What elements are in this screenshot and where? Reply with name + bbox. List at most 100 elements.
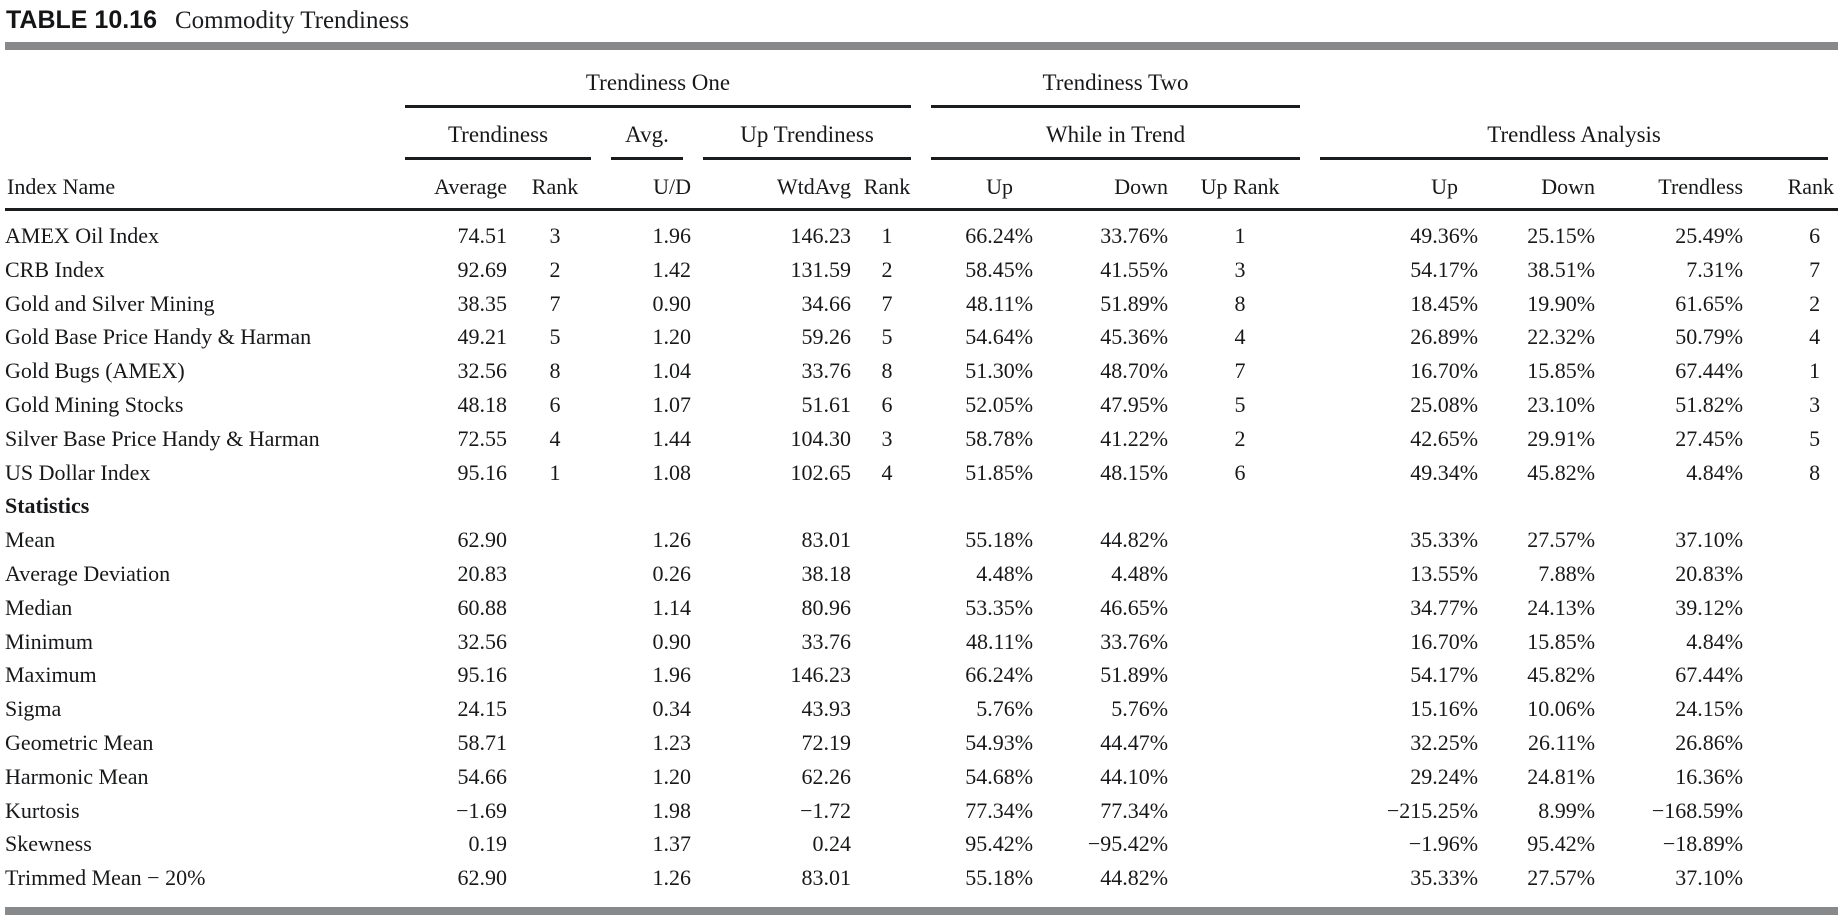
cell: 38.35	[457, 290, 508, 316]
cell: 62.90	[457, 527, 508, 553]
cell: 7.88%	[1538, 560, 1596, 586]
cell: 8	[1809, 459, 1821, 485]
cell: 77.34%	[1100, 797, 1169, 823]
cell: −215.25%	[1386, 797, 1479, 823]
cell: 67.44%	[1675, 358, 1744, 384]
column-index-name: Index Name	[5, 160, 395, 211]
table-row: Gold Mining Stocks 48.18 6 1.07 51.61 6 52.05%…	[5, 388, 1838, 422]
cell: 20.83	[457, 560, 508, 586]
cell: 29.24%	[1410, 763, 1479, 789]
cell: 1.96	[652, 223, 692, 248]
cell: 45.36%	[1100, 324, 1169, 350]
table-row: Average Deviation 20.83 0.26 38.18 4.48% 4.48…	[5, 557, 1838, 591]
cell	[509, 794, 601, 828]
subgroup-trendless-analysis: Trendless Analysis	[1310, 108, 1838, 160]
cell: 38.18	[801, 560, 852, 586]
cell: 51.82%	[1675, 391, 1744, 417]
cell: 1	[1234, 223, 1246, 248]
cell	[509, 861, 601, 895]
cell	[1170, 692, 1310, 726]
cell: 44.82%	[1100, 527, 1169, 553]
cell: 26.86%	[1675, 729, 1744, 755]
cell: 1	[549, 459, 561, 485]
cell: 51.85%	[965, 459, 1034, 485]
cell: 27.57%	[1527, 527, 1596, 553]
table-row: Mean 62.90 1.26 83.01 55.18% 44.82% 35.33% 27.5…	[5, 523, 1838, 557]
section-label: Statistics	[5, 493, 90, 519]
cell: 5.76%	[976, 696, 1034, 722]
cell	[1170, 760, 1310, 794]
cell: 3	[549, 223, 561, 248]
cell: 41.22%	[1100, 425, 1169, 451]
cell: 59.26	[801, 324, 852, 350]
cell: −1.69	[456, 797, 507, 823]
cell: 41.55%	[1100, 256, 1169, 282]
cell: 5	[1234, 391, 1246, 417]
cell: 51.61	[801, 391, 852, 417]
cell	[1170, 557, 1310, 591]
cell: 2	[1234, 425, 1246, 451]
table-row: Gold Bugs (AMEX) 32.56 8 1.04 33.76 8 51.30% 48…	[5, 354, 1838, 388]
row-label: Geometric Mean	[5, 729, 154, 755]
cell: 4.84%	[1686, 459, 1744, 485]
cell: 146.23	[790, 223, 852, 248]
cell	[1745, 794, 1838, 828]
cell: 16.70%	[1410, 628, 1479, 654]
cell	[1745, 591, 1838, 625]
cell	[1745, 861, 1838, 895]
cell	[509, 523, 601, 557]
cell: 51.30%	[965, 358, 1034, 384]
cell: 32.56	[457, 358, 508, 384]
cell	[1745, 726, 1838, 760]
cell: 5.76%	[1111, 696, 1169, 722]
cell: 1.04	[652, 358, 692, 384]
cell: 48.11%	[966, 290, 1034, 316]
cell: 54.68%	[965, 763, 1034, 789]
cell: 10.06%	[1527, 696, 1596, 722]
cell: 44.10%	[1100, 763, 1169, 789]
cell: 18.45%	[1410, 290, 1479, 316]
table-number: TABLE 10.16	[6, 6, 157, 34]
cell	[509, 625, 601, 659]
cell: 13.55%	[1410, 560, 1479, 586]
table-row: CRB Index 92.69 2 1.42 131.59 2 58.45% 41.55% 3 5…	[5, 253, 1838, 287]
cell: 1	[1809, 358, 1821, 384]
subgroup-header-row: Trendiness Avg. Up Trendiness While in T…	[5, 108, 1838, 160]
cell: 66.24%	[965, 662, 1034, 688]
cell: 54.17%	[1410, 256, 1479, 282]
cell: 62.90	[457, 865, 508, 891]
cell	[1170, 794, 1310, 828]
cell: 146.23	[790, 662, 852, 688]
cell: 25.49%	[1675, 223, 1744, 248]
cell: 54.66	[457, 763, 508, 789]
cell: 32.56	[457, 628, 508, 654]
cell: 1.08	[652, 459, 692, 485]
group-trendiness-one: Trendiness One	[395, 60, 921, 108]
cell	[853, 625, 921, 659]
cell: 23.10%	[1527, 391, 1596, 417]
cell: 25.15%	[1527, 223, 1596, 248]
cell: 26.11%	[1528, 729, 1596, 755]
cell: 58.78%	[965, 425, 1034, 451]
cell: 24.15%	[1675, 696, 1744, 722]
row-label: Harmonic Mean	[5, 763, 149, 789]
cell: 72.19	[801, 729, 852, 755]
cell: 6	[1234, 459, 1246, 485]
cell: 33.76	[801, 358, 852, 384]
cell: 15.85%	[1527, 628, 1596, 654]
table-row: Trimmed Mean − 20% 62.90 1.26 83.01 55.18% 44…	[5, 861, 1838, 895]
table-title: TABLE 10.16 Commodity Trendiness	[5, 6, 1838, 42]
cell: 8	[1234, 290, 1246, 316]
cell: 35.33%	[1410, 865, 1479, 891]
cell: 2	[1809, 290, 1821, 316]
cell	[853, 760, 921, 794]
cell	[853, 861, 921, 895]
cell: 39.12%	[1675, 594, 1744, 620]
cell: 4	[1234, 324, 1246, 350]
row-label: Minimum	[5, 628, 94, 654]
cell: 52.05%	[965, 391, 1034, 417]
cell: 49.34%	[1410, 459, 1479, 485]
cell: −18.89%	[1662, 831, 1744, 857]
table-row: Minimum 32.56 0.90 33.76 48.11% 33.76% 16.70% 1…	[5, 625, 1838, 659]
cell: 4.84%	[1686, 628, 1744, 654]
